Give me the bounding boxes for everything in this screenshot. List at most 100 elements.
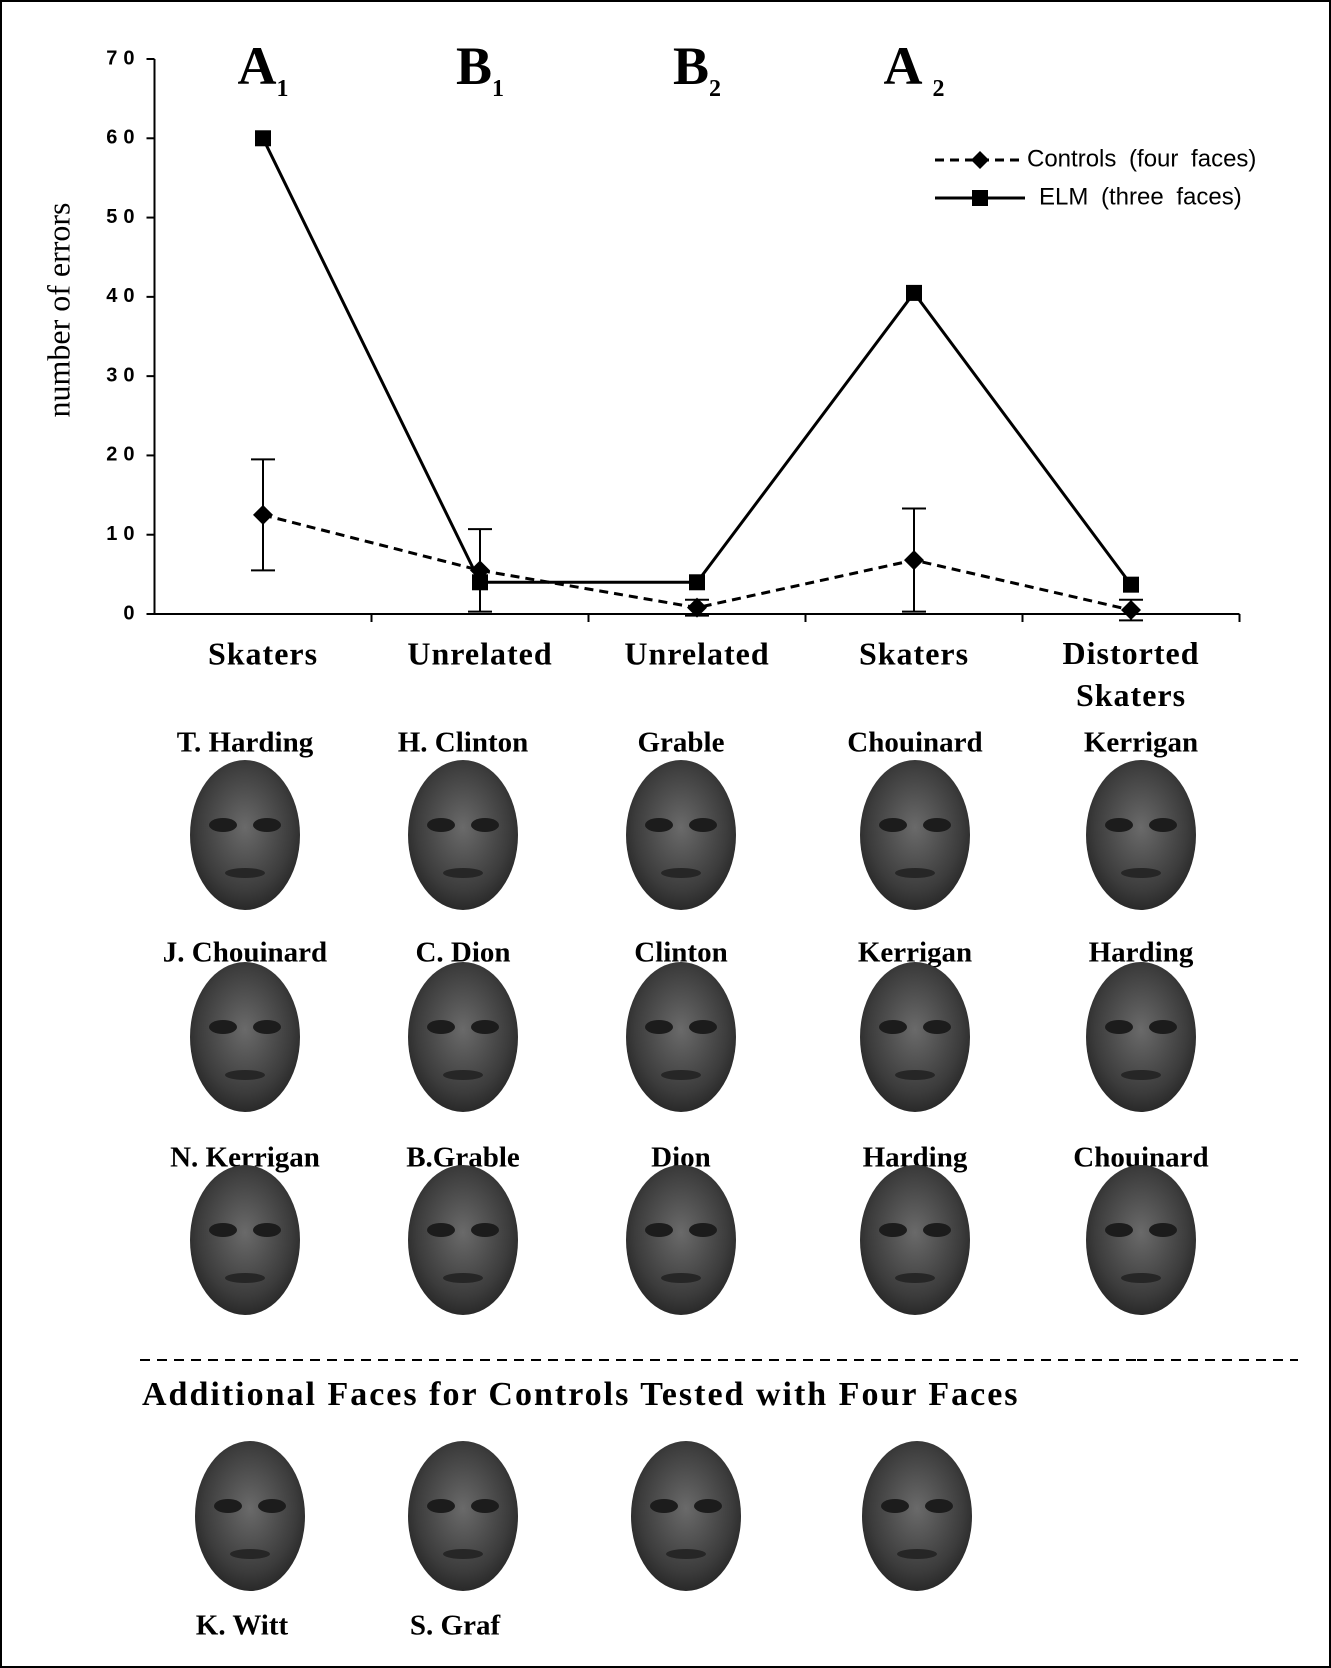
face-eye bbox=[253, 1223, 281, 1237]
point bbox=[1121, 600, 1141, 620]
x-tick-label: Skaters bbox=[208, 635, 318, 671]
face bbox=[1086, 962, 1196, 1112]
y-tick-label: 30 bbox=[106, 364, 140, 386]
y-tick-label: 70 bbox=[106, 47, 140, 69]
face bbox=[860, 760, 970, 910]
face-eye bbox=[879, 1223, 907, 1237]
legend-marker bbox=[972, 190, 988, 206]
face-mouth bbox=[225, 1070, 265, 1080]
phase-subscript: 2 bbox=[933, 76, 945, 102]
series-line bbox=[263, 515, 1131, 610]
face-mouth bbox=[443, 1070, 483, 1080]
phase-subscript: 2 bbox=[709, 76, 721, 102]
face-eye bbox=[923, 1020, 951, 1034]
phase-label: B2 bbox=[673, 36, 721, 101]
face-mouth bbox=[443, 1549, 483, 1559]
face-eye bbox=[427, 1223, 455, 1237]
face-mouth bbox=[895, 868, 935, 878]
phase-letter: B bbox=[456, 36, 492, 96]
face bbox=[1086, 760, 1196, 910]
face-eye bbox=[471, 1223, 499, 1237]
point bbox=[255, 130, 271, 146]
face-eye bbox=[689, 1223, 717, 1237]
phase-label: B1 bbox=[456, 36, 504, 101]
point bbox=[906, 285, 922, 301]
phase-subscript: 1 bbox=[277, 76, 289, 102]
phase-label: A1 bbox=[238, 36, 289, 101]
x-tick-label: Unrelated bbox=[407, 635, 552, 671]
figure: number of errors Additional Faces for Co… bbox=[0, 0, 1331, 1668]
face bbox=[862, 1441, 972, 1591]
point bbox=[689, 574, 705, 590]
face-eye bbox=[209, 1020, 237, 1034]
face-eye bbox=[923, 1223, 951, 1237]
face-eye bbox=[427, 1020, 455, 1034]
face-mouth bbox=[661, 868, 701, 878]
face bbox=[190, 760, 300, 910]
y-axis-label: number of errors bbox=[40, 202, 76, 417]
face-name: Chouinard bbox=[847, 727, 982, 759]
point bbox=[472, 574, 488, 590]
face-eye bbox=[209, 818, 237, 832]
point bbox=[253, 505, 273, 525]
face-name: S. Graf bbox=[410, 1610, 501, 1642]
face-mouth bbox=[895, 1070, 935, 1080]
face-eye bbox=[879, 818, 907, 832]
face-eye bbox=[645, 818, 673, 832]
x-tick-label: Skaters bbox=[859, 635, 969, 671]
face-eye bbox=[253, 818, 281, 832]
y-tick-label: 10 bbox=[106, 523, 140, 545]
face bbox=[190, 962, 300, 1112]
face-eye bbox=[427, 818, 455, 832]
face-eye bbox=[258, 1499, 286, 1513]
face-eye bbox=[471, 1499, 499, 1513]
legend-label: ELM (three faces) bbox=[1039, 183, 1242, 210]
face-eye bbox=[923, 818, 951, 832]
face-mouth bbox=[225, 868, 265, 878]
face-mouth bbox=[661, 1273, 701, 1283]
face bbox=[408, 962, 518, 1112]
phase-letter: A bbox=[238, 36, 277, 96]
face-mouth bbox=[666, 1549, 706, 1559]
phase-letter: A bbox=[884, 36, 923, 96]
face-name: Kerrigan bbox=[1084, 727, 1198, 759]
series-line bbox=[263, 138, 1131, 584]
face-eye bbox=[689, 1020, 717, 1034]
face-name: Grable bbox=[638, 727, 725, 759]
face-mouth bbox=[443, 868, 483, 878]
face bbox=[408, 1165, 518, 1315]
face-eye bbox=[881, 1499, 909, 1513]
face-eye bbox=[645, 1020, 673, 1034]
face-mouth bbox=[895, 1273, 935, 1283]
face bbox=[626, 962, 736, 1112]
face-mouth bbox=[1121, 1070, 1161, 1080]
face-eye bbox=[1105, 818, 1133, 832]
x-tick-label: Unrelated bbox=[624, 635, 769, 671]
face bbox=[408, 1441, 518, 1591]
face bbox=[626, 1165, 736, 1315]
y-tick-label: 60 bbox=[106, 127, 140, 149]
face-eye bbox=[645, 1223, 673, 1237]
y-tick-label: 50 bbox=[106, 206, 140, 228]
additional-title: Additional Faces for Controls Tested wit… bbox=[142, 1376, 1020, 1413]
point bbox=[904, 550, 924, 570]
face-mouth bbox=[661, 1070, 701, 1080]
face-eye bbox=[694, 1499, 722, 1513]
phase-letter: B bbox=[673, 36, 709, 96]
face-mouth bbox=[897, 1549, 937, 1559]
face-eye bbox=[650, 1499, 678, 1513]
face bbox=[860, 1165, 970, 1315]
face-mouth bbox=[443, 1273, 483, 1283]
face bbox=[408, 760, 518, 910]
face-eye bbox=[214, 1499, 242, 1513]
face-eye bbox=[253, 1020, 281, 1034]
legend-marker bbox=[971, 151, 989, 169]
face bbox=[1086, 1165, 1196, 1315]
face-eye bbox=[209, 1223, 237, 1237]
face bbox=[190, 1165, 300, 1315]
phase-subscript: 1 bbox=[492, 76, 504, 102]
face bbox=[195, 1441, 305, 1591]
face-eye bbox=[1149, 1223, 1177, 1237]
